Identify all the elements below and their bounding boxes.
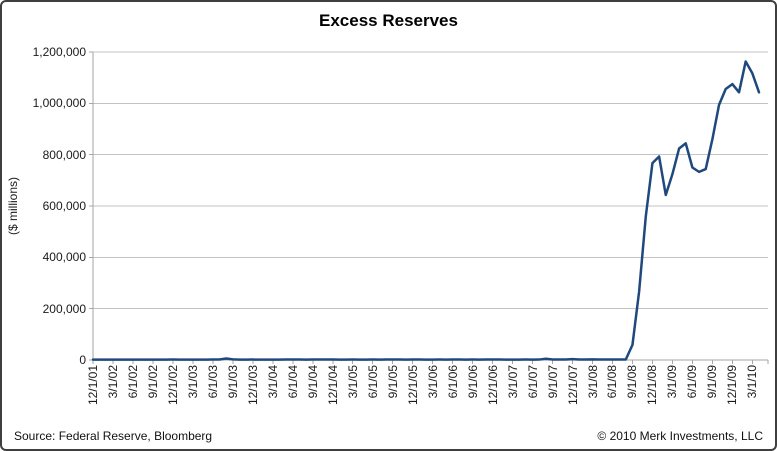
y-tick-label: 200,000	[42, 301, 86, 316]
x-tick-label: 6/1/04	[285, 365, 300, 399]
x-tick-label: 3/1/04	[265, 365, 280, 399]
x-tick-label: 9/1/08	[625, 365, 640, 399]
x-tick-label: 12/1/04	[325, 365, 340, 406]
x-tick-label: 12/1/06	[485, 365, 500, 406]
excess-reserves-line	[91, 60, 761, 361]
x-tick-label: 12/1/09	[725, 365, 740, 406]
x-tick-label: 3/1/09	[665, 365, 680, 399]
x-tick-label: 3/1/03	[185, 365, 200, 399]
y-tick-label: 800,000	[42, 147, 86, 162]
x-tick-label: 6/1/03	[205, 365, 220, 399]
x-tick-label: 6/1/08	[605, 365, 620, 399]
y-tick-label: 1,200,000	[32, 45, 86, 59]
chart-title: Excess Reserves	[319, 11, 458, 30]
x-tick-label: 9/1/07	[545, 365, 560, 399]
x-tick-label: 12/1/02	[165, 365, 180, 406]
source-note: Source: Federal Reserve, Bloomberg	[14, 429, 213, 443]
y-tick-label: 0	[79, 353, 86, 367]
x-tick-label: 3/1/10	[745, 365, 760, 399]
x-tick-label: 12/1/03	[245, 365, 260, 406]
x-tick-label: 6/1/02	[125, 365, 140, 399]
x-tick-label: 9/1/06	[465, 365, 480, 399]
x-tick-label: 6/1/09	[685, 365, 700, 399]
y-tick-label: 600,000	[42, 199, 86, 213]
x-tick-label: 9/1/05	[385, 365, 400, 399]
x-tick-label: 12/1/08	[645, 365, 660, 406]
x-tick-label: 6/1/06	[445, 365, 460, 399]
y-tick-label: 1,000,000	[32, 96, 86, 111]
x-tick-label: 12/1/07	[565, 365, 580, 406]
x-tick-label: 9/1/03	[225, 365, 240, 399]
x-tick-label: 3/1/08	[585, 365, 600, 399]
x-tick-label: 6/1/07	[525, 365, 540, 399]
y-tick-label: 400,000	[42, 250, 86, 265]
x-tick-label: 3/1/02	[105, 365, 120, 399]
x-tick-label: 3/1/07	[505, 365, 520, 399]
x-tick-label: 3/1/06	[425, 365, 440, 399]
x-tick-label: 12/1/05	[405, 365, 420, 406]
x-tick-label: 9/1/09	[705, 365, 720, 399]
x-tick-label: 6/1/05	[365, 365, 380, 399]
x-tick-label: 3/1/05	[345, 365, 360, 399]
copyright-note: © 2010 Merk Investments, LLC	[597, 429, 763, 443]
x-tick-label: 9/1/04	[305, 365, 320, 399]
x-tick-label: 12/1/01	[86, 365, 100, 406]
x-tick-label: 9/1/02	[145, 365, 160, 399]
